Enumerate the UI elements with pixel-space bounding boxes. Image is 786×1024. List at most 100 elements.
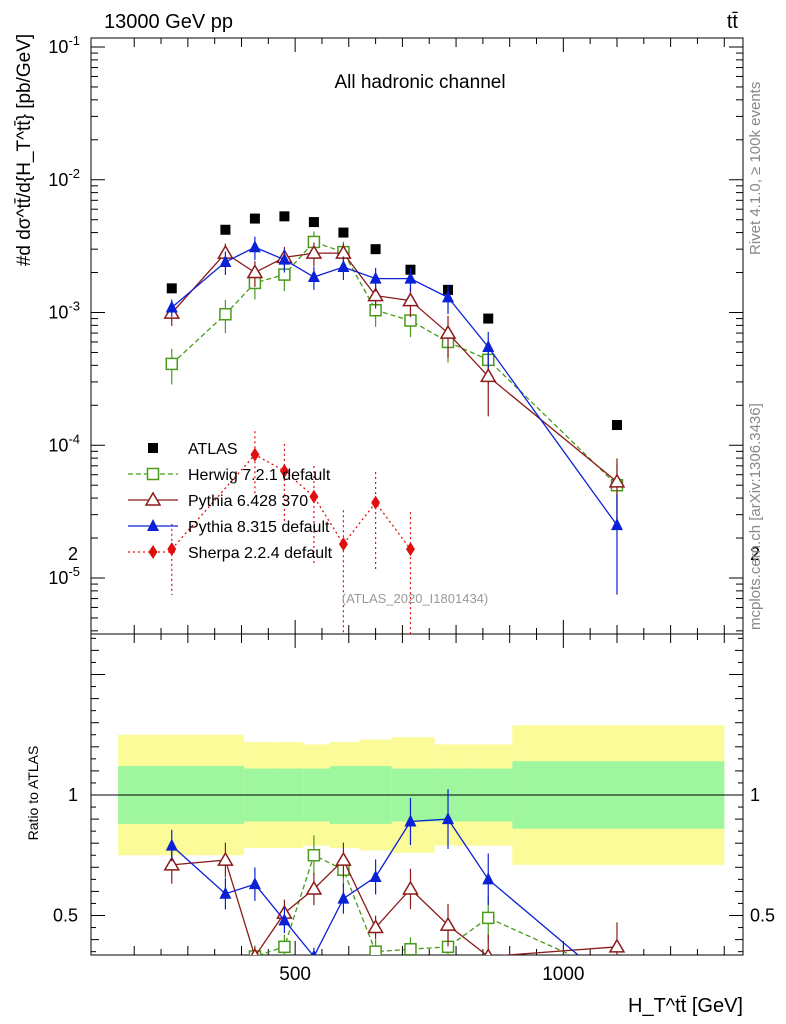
legend-label-sherpa: Sherpa 2.2.4 default	[188, 545, 333, 562]
legend-label-herwig: Herwig 7.2.1 default	[188, 467, 331, 484]
pythia8-point	[482, 872, 495, 885]
header-energy: 13000 GeV pp	[104, 11, 233, 33]
y-tick-label-main: 10-3	[48, 299, 80, 323]
pythia6-point	[608, 473, 626, 488]
pythia8-point	[219, 255, 232, 268]
y-tick-label-ratio-right: 2	[750, 544, 760, 564]
sherpa-point	[279, 463, 289, 478]
pythia6-point	[163, 856, 181, 871]
pythia8-point	[404, 814, 417, 827]
sherpa-point	[148, 545, 158, 559]
pythia8-point	[611, 981, 623, 993]
pythia6-point	[305, 880, 323, 895]
pythia6-point	[608, 938, 626, 953]
ratio-uncertainty-bands	[91, 725, 743, 865]
atlas-point	[338, 227, 349, 238]
sherpa-point	[309, 489, 319, 504]
pythia8-point	[337, 260, 350, 273]
atlas-point	[249, 213, 260, 224]
y-tick-label-main: 10-4	[48, 431, 80, 455]
pythia6-point	[250, 947, 260, 955]
pythia6-point	[335, 851, 352, 866]
atlas-point	[611, 420, 622, 431]
pythia6-point	[305, 244, 323, 259]
atlas-point	[148, 443, 158, 453]
herwig-point	[611, 970, 622, 981]
pythia6-point	[439, 324, 457, 339]
pythia8-point	[442, 290, 455, 303]
pythia8-point	[147, 519, 159, 531]
sherpa-point	[167, 542, 177, 557]
pythia6-point	[144, 491, 162, 506]
pythia6-point	[246, 264, 264, 279]
legend: ATLAS Herwig 7.2.1 default Pythia 6.428 37…	[128, 441, 333, 562]
herwig-ratio-line	[257, 854, 573, 955]
legend-label-pythia8: Pythia 8.315 default	[188, 519, 330, 536]
pythia8-point	[219, 886, 232, 899]
sherpa-point	[371, 495, 381, 510]
sherpa-point	[250, 447, 260, 462]
herwig-point	[165, 357, 179, 371]
pythia8-point	[369, 271, 382, 284]
y-tick-label-main: 10-1	[48, 33, 80, 57]
pythia6-point	[217, 851, 234, 866]
rivet-version-label: Rivet 4.1.0, ≥ 100k events	[747, 82, 764, 255]
y-tick-label-ratio-right: 0.5	[750, 906, 775, 926]
x-axis-label: H_T^tt̄ [GeV]	[628, 995, 743, 1017]
pythia8-point	[442, 812, 455, 825]
pythia6-point	[367, 919, 384, 934]
header-process: tt̄	[727, 11, 739, 33]
atlas-point	[279, 211, 290, 222]
pythia8-point	[307, 270, 320, 283]
pythia6-ratio-line	[171, 858, 618, 955]
herwig-point	[219, 308, 232, 321]
pythia8-point	[337, 891, 350, 904]
pythia8-point	[248, 877, 261, 890]
data-series	[163, 211, 626, 993]
main-series	[163, 211, 626, 634]
pythia8-point	[311, 949, 317, 955]
pythia8-point	[369, 869, 382, 882]
herwig-point	[146, 467, 160, 481]
herwig-point	[481, 911, 495, 925]
y-axis-label-main: #d dσ^tt̄/d{H_T^tt̄} [pb/GeV]	[14, 34, 35, 266]
atlas-point	[483, 313, 494, 324]
analysis-id: (ATLAS_2020_I1801434)	[342, 591, 488, 606]
source-label: mcplots.cern.ch [arXiv:1306.3436]	[747, 403, 764, 630]
legend-label-pythia6: Pythia 6.428 370	[188, 493, 308, 510]
pythia8-point	[404, 271, 417, 284]
channel-title: All hadronic channel	[334, 72, 505, 93]
herwig-point	[369, 945, 382, 955]
herwig-point	[220, 975, 231, 986]
pythia8-point	[165, 838, 178, 851]
pythia6-point	[367, 287, 384, 302]
y-tick-label-main: 10-2	[48, 166, 80, 190]
y-tick-label-ratio: 2	[68, 544, 78, 564]
ratio-series	[163, 789, 626, 993]
y-axis-label-ratio: Ratio to ATLAS	[25, 746, 41, 841]
pythia8-point	[248, 240, 261, 253]
atlas-point	[308, 217, 319, 228]
pythia8-point	[278, 252, 291, 265]
y-tick-label-ratio: 0.5	[53, 906, 78, 926]
pythia6-point	[402, 292, 419, 307]
pythia8-point	[610, 518, 623, 531]
axis-ticks: 500 1000 10-1 10-2 10-3 10-4 10-5 0.5 0.5 1 1 2 2	[48, 33, 775, 985]
herwig-point	[278, 940, 291, 954]
pythia6-point	[439, 916, 457, 931]
pythia8-point	[482, 339, 495, 352]
atlas-point	[166, 283, 177, 294]
pythia8-point	[278, 913, 291, 926]
x-tick-label: 500	[279, 964, 311, 985]
sherpa-point	[338, 537, 348, 552]
herwig-point	[166, 965, 177, 976]
atlas-point	[220, 224, 231, 235]
y-tick-label-main: 10-5	[48, 564, 80, 588]
y-tick-label-ratio-right: 1	[750, 785, 760, 805]
herwig-point	[307, 849, 321, 862]
y-tick-label-ratio: 1	[68, 785, 78, 805]
atlas-point	[370, 244, 381, 255]
pythia8-point	[165, 300, 178, 313]
pythia6-point	[484, 947, 493, 955]
